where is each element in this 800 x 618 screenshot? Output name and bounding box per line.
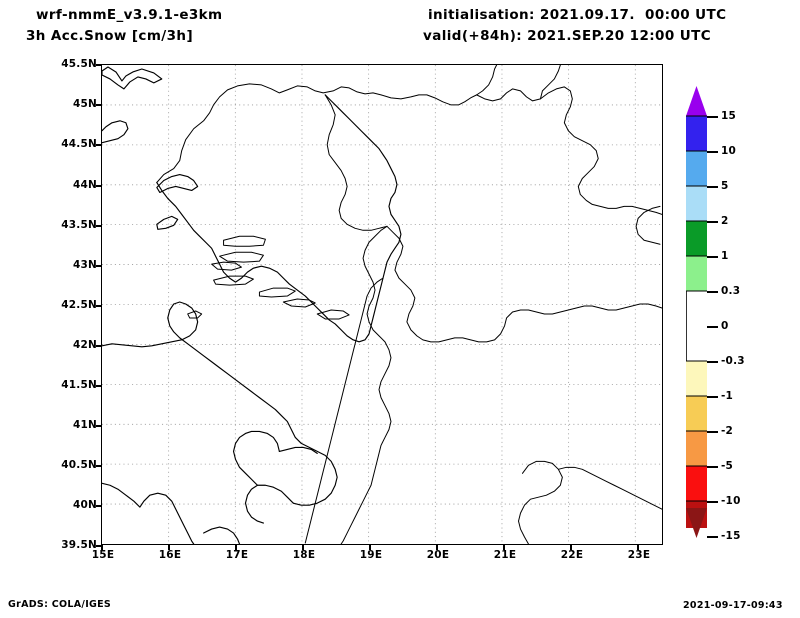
cb-tick-label: 2	[721, 215, 729, 227]
y-tick-label: 45.5N	[61, 58, 97, 70]
initialisation-time: initialisation: 2021.09.17. 00:00 UTC	[428, 7, 727, 23]
y-tick-label: 43.5N	[61, 219, 97, 231]
cb-tick-label: -10	[721, 495, 741, 507]
y-tick-label: 39.5N	[61, 539, 97, 551]
cb-band-m5-m2	[686, 431, 707, 466]
map-canvas	[102, 65, 662, 544]
cb-tick-mark	[707, 536, 718, 538]
y-tick-label: 45N	[73, 98, 97, 110]
y-tick-label: 44N	[73, 179, 97, 191]
y-tick-label: 42.5N	[61, 299, 97, 311]
cb-tick-label: -0.3	[721, 355, 745, 367]
cb-band-m10-m5	[686, 466, 707, 501]
x-tick-label: 21E	[493, 549, 517, 561]
cb-band-10-15	[686, 116, 707, 151]
y-tick-label: 41N	[73, 419, 97, 431]
cb-band-0-03	[686, 291, 707, 326]
cb-tick-label: -2	[721, 425, 734, 437]
cb-tick-label: -5	[721, 460, 734, 472]
y-tick-label: 41.5N	[61, 379, 97, 391]
y-tick-label: 40N	[73, 499, 97, 511]
coastline-and-borders	[102, 65, 662, 544]
cb-band-m03-0	[686, 326, 707, 361]
x-tick-label: 16E	[158, 549, 182, 561]
cb-band-above-15	[686, 86, 707, 116]
cb-tick-label: -1	[721, 390, 734, 402]
x-tick-label: 17E	[225, 549, 249, 561]
cb-band-1-2	[686, 221, 707, 256]
grid-lines	[102, 65, 662, 544]
x-tick-label: 22E	[560, 549, 584, 561]
x-tick-label: 19E	[359, 549, 383, 561]
cb-band-m1-m03	[686, 361, 707, 396]
cb-tick-label: -15	[721, 530, 741, 542]
x-axis-labels: 15E 16E 17E 18E 19E 20E 21E 22E 23E	[0, 549, 800, 567]
cb-band-03-1	[686, 256, 707, 291]
cb-tick-label: 15	[721, 110, 737, 122]
y-tick-label: 43N	[73, 259, 97, 271]
cb-tick-label: 10	[721, 145, 737, 157]
cb-band-below-m15	[686, 508, 707, 538]
y-tick-label: 40.5N	[61, 459, 97, 471]
cb-tick-label: 5	[721, 180, 729, 192]
y-axis-labels: 45.5N 45N 44.5N 44N 43.5N 43N 42.5N 42N …	[33, 0, 97, 618]
cb-tick-label: 0.3	[721, 285, 741, 297]
x-tick-label: 23E	[627, 549, 651, 561]
y-tick-label: 44.5N	[61, 138, 97, 150]
map-plot-area[interactable]	[101, 64, 663, 545]
valid-time: valid(+84h): 2021.SEP.20 12:00 UTC	[423, 28, 712, 44]
cb-tick-label: 1	[721, 250, 729, 262]
colorbar[interactable]	[686, 86, 707, 538]
x-tick-label: 18E	[292, 549, 316, 561]
y-tick-label: 42N	[73, 339, 97, 351]
x-tick-label: 20E	[426, 549, 450, 561]
colorbar-swatches	[686, 86, 707, 538]
cb-band-5-10	[686, 151, 707, 186]
x-tick-label: 15E	[91, 549, 115, 561]
render-timestamp: 2021-09-17-09:43	[683, 600, 783, 611]
model-title: wrf-nmmE_v3.9.1-e3km	[36, 7, 223, 23]
field-title: 3h Acc.Snow [cm/3h]	[26, 28, 194, 44]
cb-tick-label: 0	[721, 320, 729, 332]
grads-credit: GrADS: COLA/IGES	[8, 599, 112, 610]
cb-band-2-5	[686, 186, 707, 221]
colorbar-labels: 15 10 5 2 1 0.3 0 -0.3 -1 -2 -5 -10 -15	[707, 0, 800, 618]
cb-band-m2-m1	[686, 396, 707, 431]
